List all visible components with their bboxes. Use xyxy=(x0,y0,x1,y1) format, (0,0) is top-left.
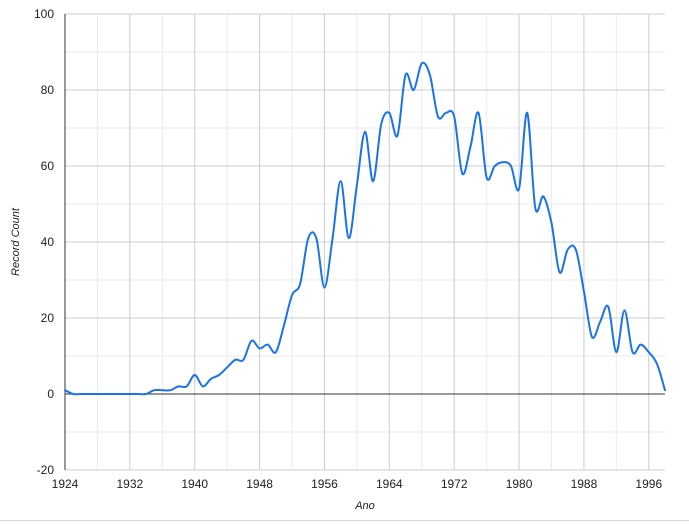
x-tick-label: 1996 xyxy=(635,477,662,491)
x-tick-label: 1964 xyxy=(376,477,403,491)
y-axis-title: Record Count xyxy=(10,207,22,276)
x-tick-label: 1988 xyxy=(571,477,598,491)
y-tick-label: -20 xyxy=(37,463,55,477)
y-tick-label: 80 xyxy=(41,83,55,97)
y-tick-label: 20 xyxy=(41,311,55,325)
x-tick-label: 1956 xyxy=(311,477,338,491)
y-tick-label: 0 xyxy=(47,387,54,401)
x-tick-label: 1932 xyxy=(117,477,144,491)
series-lines xyxy=(64,61,666,396)
x-tick-label: 1940 xyxy=(181,477,208,491)
x-axis-tick-labels: 1924 1932 1940 1948 1956 1964 1972 1980 1988 1996 xyxy=(52,477,663,491)
x-tick-label: 1972 xyxy=(441,477,468,491)
series-line xyxy=(64,61,666,396)
y-tick-label: 60 xyxy=(41,159,55,173)
x-tick-label: 1948 xyxy=(246,477,273,491)
y-tick-label: 100 xyxy=(34,7,54,21)
zero-baseline xyxy=(64,14,665,470)
y-axis-tick-labels: -20 0 20 40 60 80 100 xyxy=(34,7,54,477)
x-tick-label: 1980 xyxy=(506,477,533,491)
y-tick-label: 40 xyxy=(41,235,55,249)
x-tick-label: 1924 xyxy=(52,477,79,491)
major-gridlines xyxy=(64,13,665,471)
bottom-divider xyxy=(0,520,689,521)
x-axis-title: Ano xyxy=(354,500,375,512)
